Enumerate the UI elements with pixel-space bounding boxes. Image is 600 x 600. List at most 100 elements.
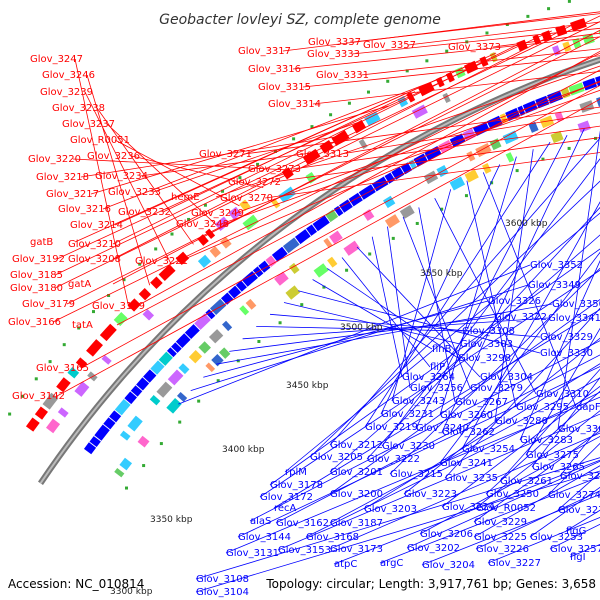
track-marker <box>526 14 530 18</box>
track-marker <box>34 377 38 381</box>
leader-line-reverse <box>312 279 433 350</box>
leader-line-reverse <box>439 251 600 464</box>
leader-line-forward <box>74 52 497 243</box>
leader-line-reverse <box>309 180 600 458</box>
track-marker <box>124 486 128 490</box>
feature-block <box>127 415 143 432</box>
feature-block <box>442 92 451 104</box>
leader-line-forward <box>112 29 600 285</box>
leader-line-reverse <box>195 457 600 580</box>
feature-block <box>343 240 360 256</box>
leader-line-forward <box>131 155 264 188</box>
gene-label-forward: Glov_3210 <box>68 239 121 250</box>
feature-block <box>329 230 343 244</box>
gene-label-reverse: Glov_3203 <box>364 504 417 515</box>
leader-line-reverse <box>273 309 600 509</box>
feature-block <box>499 113 508 124</box>
gene-label-forward: Glov_3314 <box>268 99 321 110</box>
feature-block <box>119 457 133 471</box>
feature-block <box>411 104 428 119</box>
feature-block <box>25 417 40 432</box>
gene-label-reverse: Glov_3227 <box>488 558 541 569</box>
leader-line-reverse <box>421 493 600 566</box>
feature-block <box>550 130 564 144</box>
gene-label-reverse: Glov_3257 <box>550 544 600 555</box>
gene-label-reverse: Glov_3215 <box>390 469 443 480</box>
gene-label-reverse: Glov_3253 <box>530 532 583 543</box>
leader-line-forward <box>80 84 600 369</box>
gene-label-forward: Glov_3239 <box>40 87 93 98</box>
gene-label-reverse: Glov_3267 <box>455 397 508 408</box>
leader-line-reverse <box>277 413 600 551</box>
gene-label-reverse: Glov_3178 <box>270 480 323 491</box>
track-marker <box>278 321 282 325</box>
feature-block <box>535 95 550 109</box>
feature-block <box>197 254 212 268</box>
feature-block <box>285 285 301 300</box>
gene-label-forward: gatB <box>30 237 53 248</box>
feature-block <box>384 214 400 229</box>
position-ticks: 3350 kbp 3400 kbp 3450 kbp 3500 kbp 3550 kbp… <box>110 219 548 597</box>
feature-block <box>312 215 330 232</box>
feature-block <box>362 209 375 222</box>
gene-label-forward: Glov_3315 <box>258 82 311 93</box>
track-marker <box>170 232 174 236</box>
track-marker <box>91 310 95 314</box>
track-marker <box>541 157 545 161</box>
gene-label-reverse: Glov_3153 <box>278 545 331 556</box>
gene-label-forward: Glov_3166 <box>8 317 61 328</box>
gene-label-reverse: Glov_3280 <box>495 416 548 427</box>
track-marker <box>203 203 207 207</box>
feature-block <box>489 138 502 151</box>
gene-label-forward: Glov_3221 <box>135 256 188 267</box>
gene-label-reverse: Glov_3168 <box>306 532 359 543</box>
feature-block <box>384 172 396 184</box>
feature-block <box>136 377 150 391</box>
gene-label-forward: Glov_R0051 <box>70 135 130 146</box>
track-marker <box>322 285 326 289</box>
feature-block <box>445 71 455 83</box>
feature-block <box>209 298 227 315</box>
gene-label-reverse: Glov_3295 <box>516 402 569 413</box>
leader-line-reverse <box>441 128 585 433</box>
gene-label-reverse: Glov_3235 <box>445 473 498 484</box>
gene-label-forward: Glov_3236 <box>87 151 140 162</box>
feature-block <box>239 305 250 316</box>
feature-block <box>323 237 333 249</box>
gene-label-forward: Glov_3313 <box>296 149 349 160</box>
feature-block <box>75 357 88 369</box>
feature-block <box>158 264 176 281</box>
gene-label-forward: Glov_3273 <box>248 164 301 175</box>
feature-block <box>449 176 466 191</box>
gene-label-reverse: Glov_3230 <box>382 441 435 452</box>
track-marker <box>221 189 225 193</box>
leader-line-reverse <box>305 391 600 538</box>
gene-label-reverse: Glov_3265 <box>532 462 585 473</box>
gene-label-reverse: Glov_3254 <box>462 444 515 455</box>
feature-block <box>211 353 224 367</box>
gene-label-forward: Glov_3316 <box>248 64 301 75</box>
feature-block <box>142 309 155 321</box>
gene-label-forward: Glov_3337 <box>308 37 361 48</box>
gene-label-reverse: Glov_3288 <box>560 471 600 482</box>
gene-label-reverse: Glov_3202 <box>407 543 460 554</box>
feature-block <box>113 311 128 327</box>
feature-block <box>184 324 200 340</box>
track-marker <box>107 293 111 297</box>
feature-block <box>502 130 519 145</box>
gene-label-reverse: Glov_3205 <box>310 452 363 463</box>
track-marker <box>547 7 551 11</box>
gene-label-reverse: flgI <box>570 552 586 563</box>
leader-line-reverse <box>333 459 600 565</box>
gene-label-reverse: Glov_3261 <box>500 476 553 487</box>
gene-label-forward: Glov_3217 <box>46 189 99 200</box>
leader-line-reverse <box>364 141 551 428</box>
feature-block <box>188 350 203 364</box>
feature-block <box>222 320 233 332</box>
leader-line-forward <box>139 152 313 177</box>
feature-block <box>143 369 157 383</box>
position-tick-label: 3600 kbp <box>505 219 548 229</box>
feature-block <box>89 436 101 448</box>
feature-block <box>150 276 163 290</box>
gene-label-forward: Glov_3357 <box>363 40 416 51</box>
